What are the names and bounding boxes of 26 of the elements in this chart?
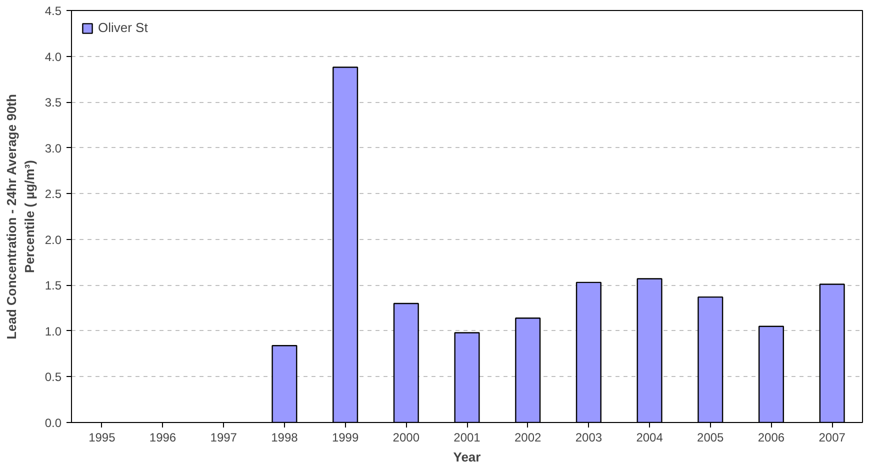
- legend-label: Oliver St: [98, 20, 148, 35]
- y-tick-label: 1.5: [44, 278, 62, 293]
- x-tick-label: 2002: [514, 430, 542, 444]
- x-tick-label: 2005: [697, 430, 724, 444]
- y-tick-label: 0.0: [44, 416, 62, 430]
- x-tick-label: 1997: [210, 430, 238, 444]
- x-tick-label: 1998: [271, 430, 298, 444]
- y-tick-label: 0.5: [44, 370, 62, 384]
- x-tick-label: 1996: [149, 430, 176, 444]
- x-tick-label: 2003: [575, 430, 602, 444]
- x-tick-label: 1999: [332, 430, 359, 444]
- x-tick-label: 2004: [636, 430, 664, 444]
- y-tick-label: 4.0: [44, 50, 62, 64]
- y-tick-label: 2.5: [44, 187, 62, 202]
- y-tick-label: 4.5: [44, 4, 62, 18]
- x-tick-label: 2006: [758, 430, 785, 444]
- y-tick-label: 3.0: [44, 141, 62, 156]
- x-tick-label: 1995: [88, 430, 116, 444]
- x-tick-label: 2000: [392, 430, 420, 444]
- y-tick-label: 1.0: [44, 324, 62, 338]
- x-tick-label: 2007: [818, 430, 846, 444]
- x-axis-title: Year: [453, 450, 481, 464]
- y-tick-label: 3.5: [44, 96, 62, 110]
- y-axis-title: Lead Concentration - 24hr Average 90th Percentile ( µg/m³): [4, 94, 37, 340]
- x-tick-label: 2001: [454, 430, 481, 444]
- y-tick-label: 2.0: [44, 232, 62, 247]
